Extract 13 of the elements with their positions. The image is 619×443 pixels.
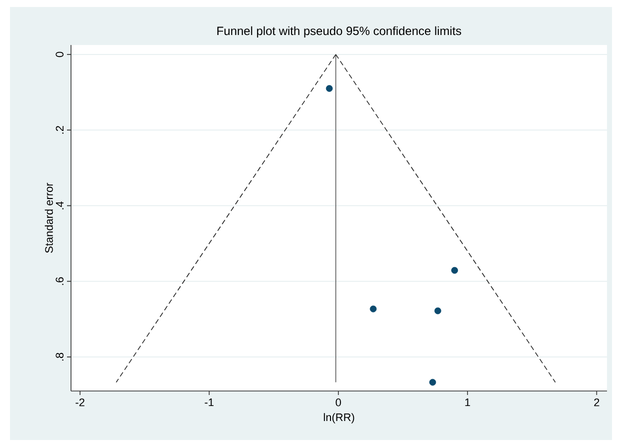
- y-tick-label: 0: [56, 52, 64, 58]
- x-axis-title: ln(RR): [324, 413, 354, 424]
- x-tick-label: 2: [594, 398, 600, 406]
- x-tick-label: 0: [336, 398, 341, 406]
- y-tick-label: .6: [56, 277, 64, 285]
- x-tick-label: 1: [465, 398, 470, 406]
- x-tick-label: -2: [76, 398, 84, 406]
- y-tick-label: .2: [56, 126, 64, 134]
- y-axis-title: Standard error: [44, 182, 53, 253]
- x-tick-label: -1: [204, 398, 214, 406]
- y-tick-label: .4: [56, 201, 64, 210]
- y-tick-label: .8: [56, 352, 64, 361]
- chart-title: Funnel plot with pseudo 95% confidence limits: [217, 26, 462, 38]
